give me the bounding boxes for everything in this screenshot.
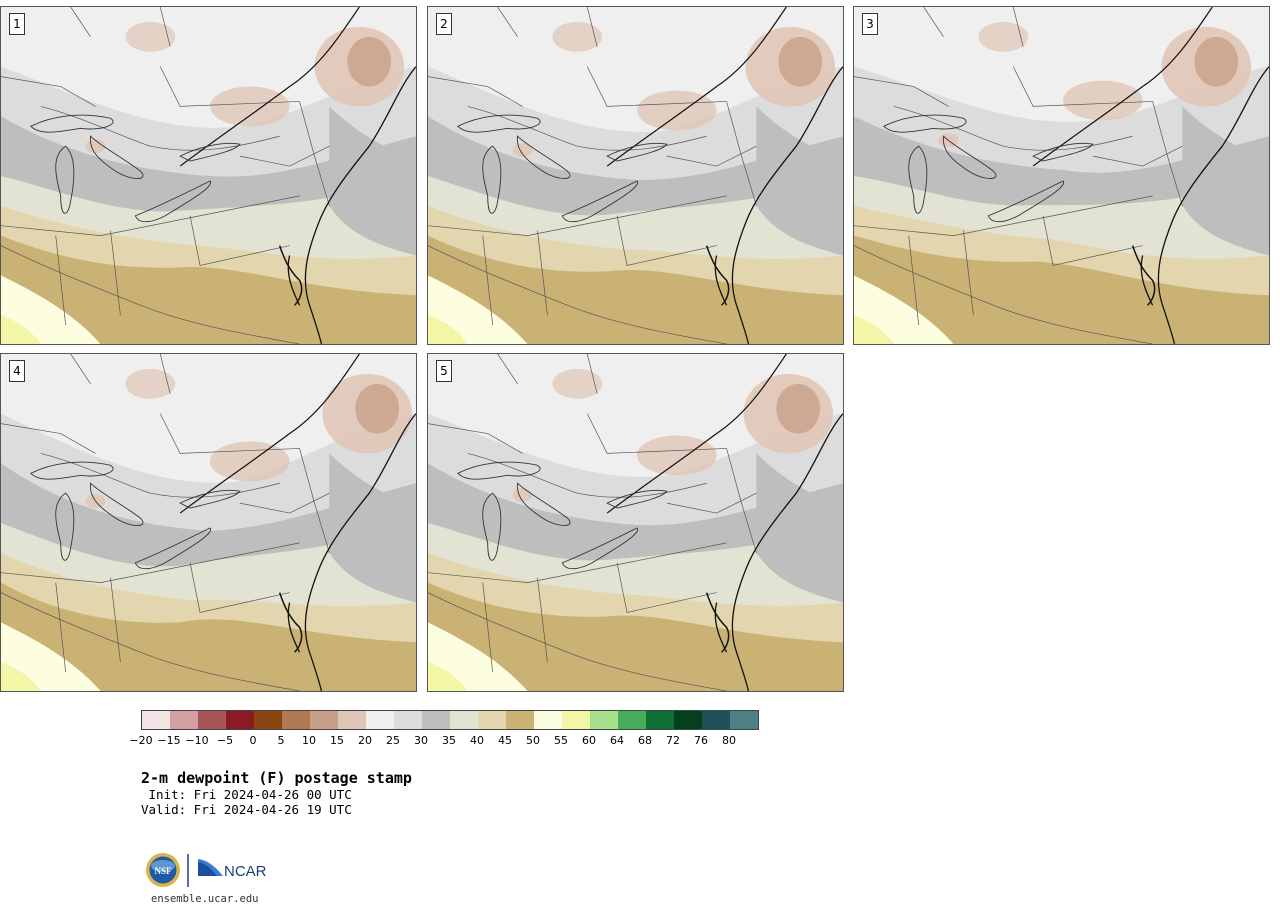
colorbar-swatch (366, 711, 394, 729)
colorbar-swatch (422, 711, 450, 729)
colorbar-tick-label: 40 (470, 734, 484, 747)
panel-number-label: 3 (862, 13, 878, 35)
dewpoint-map (428, 7, 843, 344)
colorbar-swatch (562, 711, 590, 729)
colorbar-tick-label: 60 (582, 734, 596, 747)
footer-url: ensemble.ucar.edu (151, 893, 259, 905)
plot-title: 2-m dewpoint (F) postage stamp (141, 769, 412, 787)
colorbar-tick-label: 80 (722, 734, 736, 747)
colorbar-swatch (646, 711, 674, 729)
sponsor-logos: NSF NCAR (145, 850, 285, 890)
colorbar-tick-label: −20 (129, 734, 153, 747)
panel-number-label: 4 (9, 360, 25, 382)
colorbar-tick-label: 64 (610, 734, 624, 747)
colorbar-swatch (674, 711, 702, 729)
colorbar-tick-label: 45 (498, 734, 512, 747)
colorbar-tick-label: 76 (694, 734, 708, 747)
colorbar-swatch (590, 711, 618, 729)
colorbar-swatch (394, 711, 422, 729)
colorbar-swatch (730, 711, 758, 729)
panel-number-label: 1 (9, 13, 25, 35)
colorbar-swatch (142, 711, 170, 729)
ensemble-member-panel-3: 3 (853, 6, 1270, 345)
nsf-ncar-logo: NSF NCAR (146, 853, 267, 887)
colorbar-tick-label: 25 (386, 734, 400, 747)
colorbar-tick-label: −5 (216, 734, 234, 747)
colorbar-tick-label: 72 (666, 734, 680, 747)
colorbar-swatch (478, 711, 506, 729)
colorbar-swatch (450, 711, 478, 729)
dewpoint-map (854, 7, 1269, 344)
nsf-logo-icon: NSF (146, 853, 180, 887)
ensemble-member-panel-2: 2 (427, 6, 844, 345)
colorbar-tick-label: −15 (157, 734, 181, 747)
colorbar-tick-label: 0 (249, 734, 257, 747)
colorbar-tick-label: 50 (526, 734, 540, 747)
colorbar-tick-label: 20 (358, 734, 372, 747)
dewpoint-map (1, 354, 416, 691)
dewpoint-colorbar (141, 710, 759, 730)
colorbar-swatch (226, 711, 254, 729)
panel-number-label: 5 (436, 360, 452, 382)
colorbar-swatch (618, 711, 646, 729)
colorbar-tick-label: 35 (442, 734, 456, 747)
colorbar-swatch (534, 711, 562, 729)
svg-text:NCAR: NCAR (224, 863, 267, 880)
valid-time: Valid: Fri 2024-04-26 19 UTC (141, 802, 352, 817)
colorbar-swatch (254, 711, 282, 729)
colorbar-swatch (282, 711, 310, 729)
colorbar-tick-label: 68 (638, 734, 652, 747)
colorbar-swatch (310, 711, 338, 729)
colorbar-tick-label: 15 (330, 734, 344, 747)
init-time: Init: Fri 2024-04-26 00 UTC (141, 787, 352, 802)
colorbar-tick-labels: −20 −15 −10 −5 0 5 10 15 20 25 30 35 40 45 50 55 60 64 68 7… (129, 734, 761, 750)
colorbar-tick-label: 55 (554, 734, 568, 747)
ncar-logo-icon: NCAR (198, 859, 267, 880)
colorbar-tick-label: 30 (414, 734, 428, 747)
colorbar-swatch (702, 711, 730, 729)
colorbar-swatch (338, 711, 366, 729)
colorbar-tick-label: 10 (302, 734, 316, 747)
colorbar-tick-label: 5 (277, 734, 285, 747)
svg-text:NSF: NSF (154, 866, 172, 876)
dewpoint-map (1, 7, 416, 344)
colorbar-tick-label: −10 (185, 734, 209, 747)
ensemble-member-panel-4: 4 (0, 353, 417, 692)
dewpoint-map (428, 354, 843, 691)
colorbar-swatch (506, 711, 534, 729)
colorbar-swatch (198, 711, 226, 729)
ensemble-member-panel-5: 5 (427, 353, 844, 692)
panel-number-label: 2 (436, 13, 452, 35)
ensemble-member-panel-1: 1 (0, 6, 417, 345)
colorbar-swatch (170, 711, 198, 729)
